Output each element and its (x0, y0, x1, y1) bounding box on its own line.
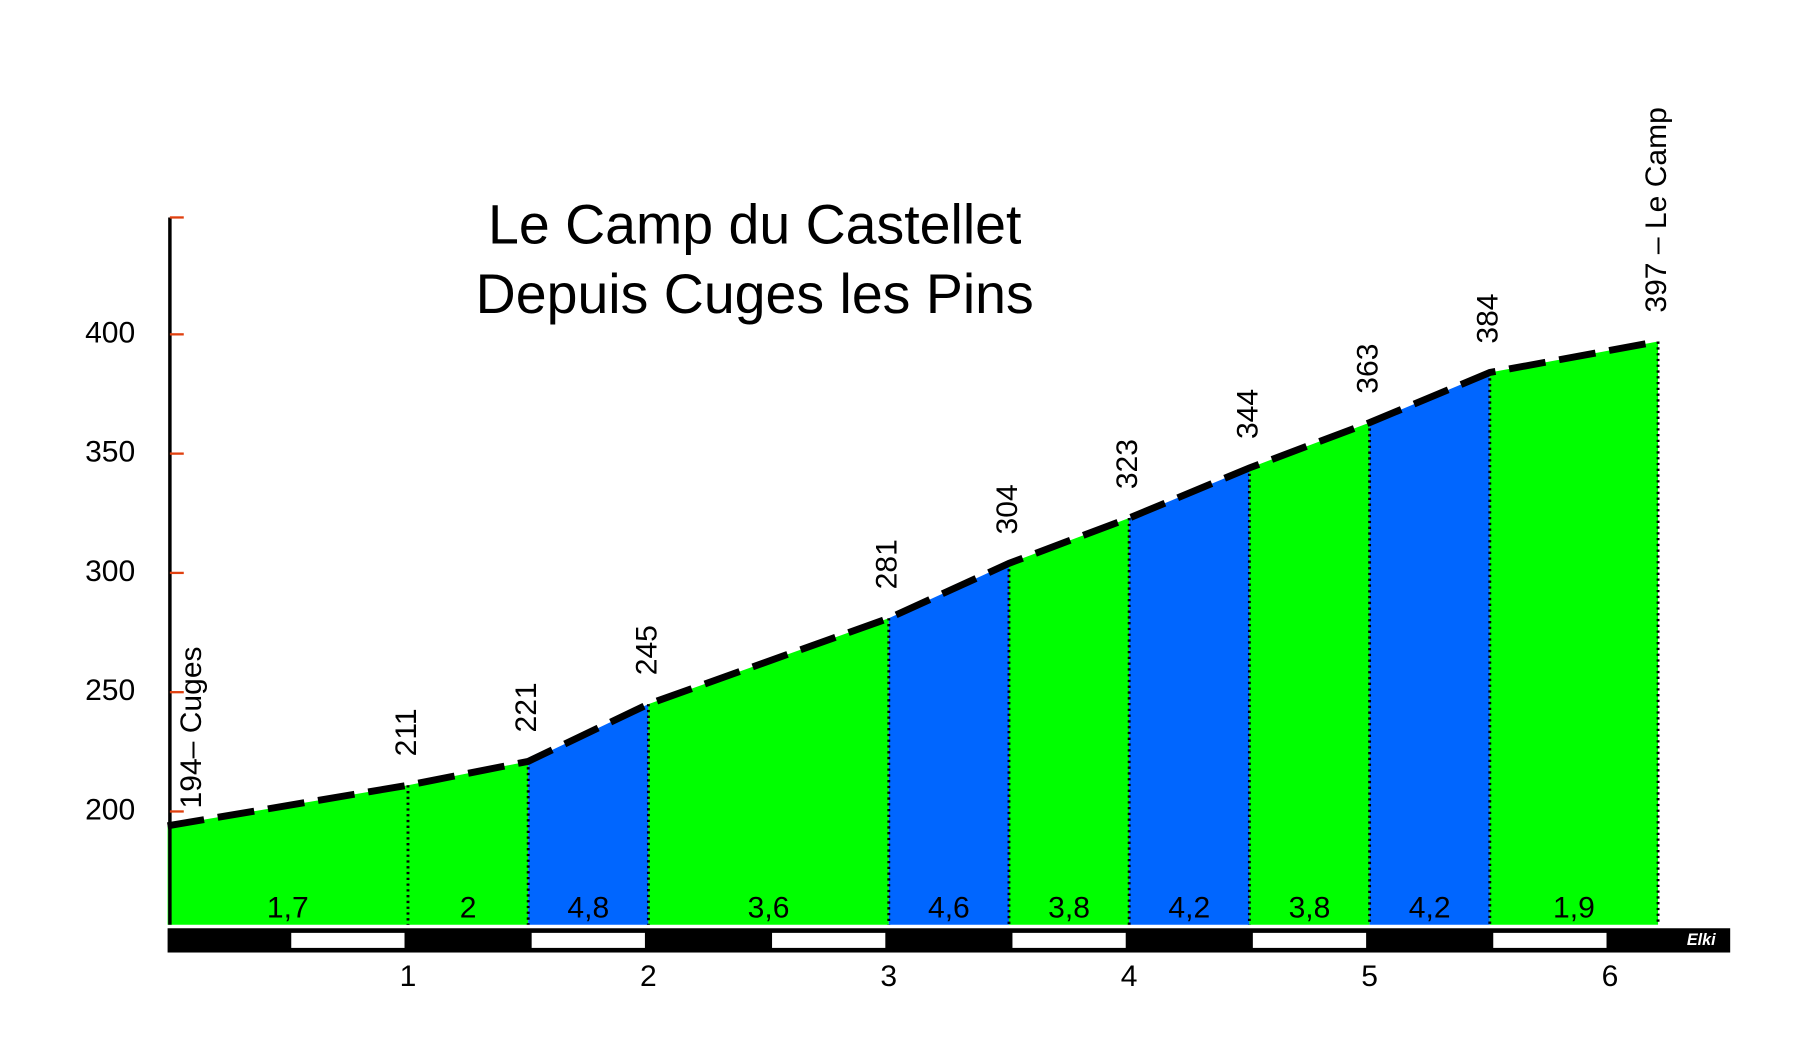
elevation-label: 323 (1111, 439, 1144, 489)
gradient-label: 3,8 (1289, 892, 1331, 925)
elevation-label: 211 (390, 708, 423, 756)
distance-bar-white (1012, 932, 1126, 948)
segment (407, 761, 529, 925)
elevation-label: 397 – Le Camp (1640, 107, 1673, 312)
x-tick-label: 2 (640, 960, 657, 993)
elevation-label: 384 (1472, 293, 1505, 343)
gradient-label: 4,8 (567, 892, 609, 925)
gradient-label: 1,7 (267, 892, 309, 925)
x-tick-label: 5 (1361, 960, 1378, 993)
y-tick-label: 400 (85, 316, 135, 349)
distance-bar-white (1252, 932, 1367, 948)
segment (888, 563, 1009, 925)
gradient-label: 2 (460, 892, 477, 925)
segment (1008, 518, 1130, 925)
y-tick-label: 350 (85, 436, 135, 469)
gradient-label: 3,8 (1048, 892, 1090, 925)
x-tick-label: 6 (1602, 960, 1619, 993)
distance-bar (167, 928, 1731, 953)
segment (1369, 372, 1490, 925)
x-tick-label: 4 (1121, 960, 1138, 993)
chart-subtitle: Depuis Cuges les Pins (476, 263, 1034, 325)
distance-bar-white (531, 932, 645, 948)
elevation-label: 194– Cuges (175, 646, 208, 808)
gradient-label: 4,6 (928, 892, 970, 925)
distance-bar-white (291, 932, 405, 948)
elevation-label: 304 (991, 484, 1024, 534)
x-tick-label: 3 (880, 960, 897, 993)
elevation-label: 363 (1352, 344, 1385, 394)
segment (167, 785, 408, 925)
chart-title: Le Camp du Castellet (488, 194, 1021, 256)
elevation-label: 221 (510, 682, 543, 732)
distance-bar-white (772, 932, 886, 948)
segment (528, 704, 649, 925)
segment (1129, 467, 1250, 925)
y-tick-label: 300 (85, 555, 135, 588)
x-tick-label: 1 (400, 960, 417, 993)
distance-bar-white (1493, 932, 1607, 948)
gradient-label: 3,6 (748, 892, 790, 925)
segment (1249, 422, 1370, 925)
profile-line (167, 338, 1659, 830)
segment (648, 618, 889, 925)
elevation-label: 344 (1231, 389, 1264, 439)
credit: Elki (1687, 931, 1716, 949)
segment (1489, 341, 1659, 925)
y-tick-label: 250 (85, 674, 135, 707)
gradient-label: 4,2 (1409, 892, 1451, 925)
gradient-label: 4,2 (1168, 892, 1210, 925)
elevation-label: 245 (630, 625, 663, 675)
y-tick-label: 200 (85, 793, 135, 826)
gradient-label: 1,9 (1553, 892, 1595, 925)
elevation-label: 281 (871, 539, 904, 589)
